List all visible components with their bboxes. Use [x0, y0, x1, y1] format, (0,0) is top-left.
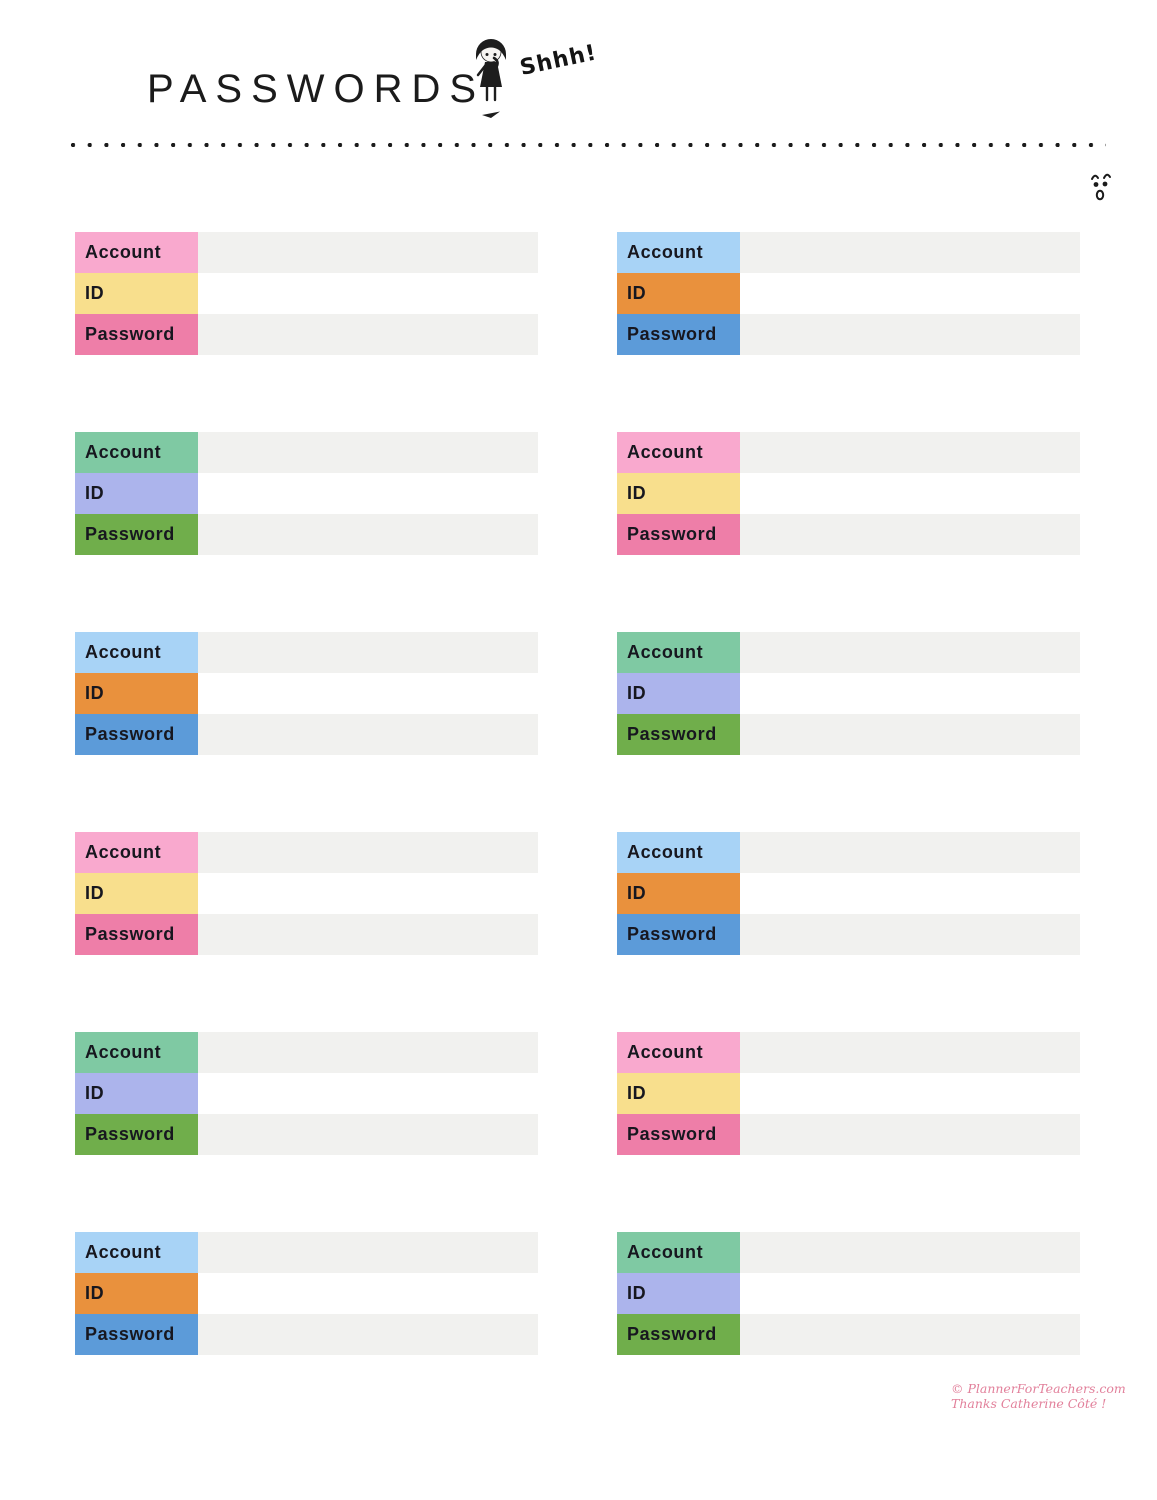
password-field [740, 1314, 1080, 1355]
account-label: Account [617, 232, 740, 273]
id-label: ID [75, 873, 198, 914]
password-blocks-right-column: Account ID Password Account ID Password … [617, 232, 1080, 1355]
account-label: Account [617, 1032, 740, 1073]
id-field [198, 1073, 538, 1114]
account-label: Account [617, 1232, 740, 1273]
id-field [198, 473, 538, 514]
account-label: Account [75, 1032, 198, 1073]
dotted-divider [70, 141, 1106, 149]
account-field [198, 232, 538, 273]
account-field [740, 232, 1080, 273]
account-field [198, 1232, 538, 1273]
account-field [740, 832, 1080, 873]
page-title: PASSWORDS [147, 67, 486, 111]
id-label: ID [617, 273, 740, 314]
password-block: Account ID Password [617, 1032, 1080, 1155]
password-field [740, 714, 1080, 755]
password-block: Account ID Password [75, 1032, 538, 1155]
account-label: Account [75, 1232, 198, 1273]
account-label: Account [75, 432, 198, 473]
password-block: Account ID Password [617, 632, 1080, 755]
id-field [198, 1273, 538, 1314]
id-label: ID [617, 873, 740, 914]
id-field [740, 473, 1080, 514]
password-field [198, 914, 538, 955]
id-label: ID [75, 273, 198, 314]
account-label: Account [617, 632, 740, 673]
account-field [740, 632, 1080, 673]
password-blocks-left-column: Account ID Password Account ID Password … [75, 232, 538, 1355]
password-label: Password [75, 514, 198, 555]
password-field [740, 914, 1080, 955]
password-label: Password [75, 314, 198, 355]
password-field [198, 714, 538, 755]
password-field [198, 1114, 538, 1155]
account-field [740, 1032, 1080, 1073]
password-field [740, 514, 1080, 555]
id-label: ID [75, 673, 198, 714]
password-label: Password [617, 314, 740, 355]
id-field [198, 673, 538, 714]
id-field [740, 673, 1080, 714]
account-field [198, 832, 538, 873]
account-field [198, 432, 538, 473]
credit-line-1: © PlannerForTeachers.com [951, 1381, 1126, 1396]
password-block: Account ID Password [75, 632, 538, 755]
id-field [740, 273, 1080, 314]
password-label: Password [617, 714, 740, 755]
password-field [198, 514, 538, 555]
password-block: Account ID Password [75, 1232, 538, 1355]
password-block: Account ID Password [617, 1232, 1080, 1355]
account-label: Account [75, 232, 198, 273]
id-label: ID [75, 1273, 198, 1314]
password-field [740, 1114, 1080, 1155]
password-block: Account ID Password [617, 232, 1080, 355]
shhh-label: Shhh! [517, 40, 600, 81]
account-label: Account [617, 832, 740, 873]
id-label: ID [617, 673, 740, 714]
account-field [740, 1232, 1080, 1273]
id-label: ID [617, 1273, 740, 1314]
id-label: ID [75, 1073, 198, 1114]
password-label: Password [75, 914, 198, 955]
shushing-girl-icon [476, 39, 506, 118]
password-block: Account ID Password [75, 432, 538, 555]
surprised-face-icon [1091, 173, 1111, 201]
account-field [198, 1032, 538, 1073]
id-label: ID [75, 473, 198, 514]
password-block: Account ID Password [75, 232, 538, 355]
password-block: Account ID Password [75, 832, 538, 955]
account-label: Account [75, 832, 198, 873]
id-field [740, 1273, 1080, 1314]
password-block: Account ID Password [617, 432, 1080, 555]
password-field [198, 1314, 538, 1355]
id-label: ID [617, 473, 740, 514]
id-field [740, 1073, 1080, 1114]
footer-credit: © PlannerForTeachers.com Thanks Catherin… [951, 1381, 1126, 1411]
account-field [198, 632, 538, 673]
id-field [198, 273, 538, 314]
password-field [740, 314, 1080, 355]
password-block: Account ID Password [617, 832, 1080, 955]
account-label: Account [75, 632, 198, 673]
password-label: Password [75, 1314, 198, 1355]
password-label: Password [617, 514, 740, 555]
account-field [740, 432, 1080, 473]
password-label: Password [617, 1114, 740, 1155]
credit-line-2: Thanks Catherine Côté ! [951, 1396, 1107, 1411]
password-label: Password [617, 914, 740, 955]
id-label: ID [617, 1073, 740, 1114]
account-label: Account [617, 432, 740, 473]
password-label: Password [617, 1314, 740, 1355]
id-field [740, 873, 1080, 914]
password-label: Password [75, 1114, 198, 1155]
password-label: Password [75, 714, 198, 755]
id-field [198, 873, 538, 914]
password-field [198, 314, 538, 355]
